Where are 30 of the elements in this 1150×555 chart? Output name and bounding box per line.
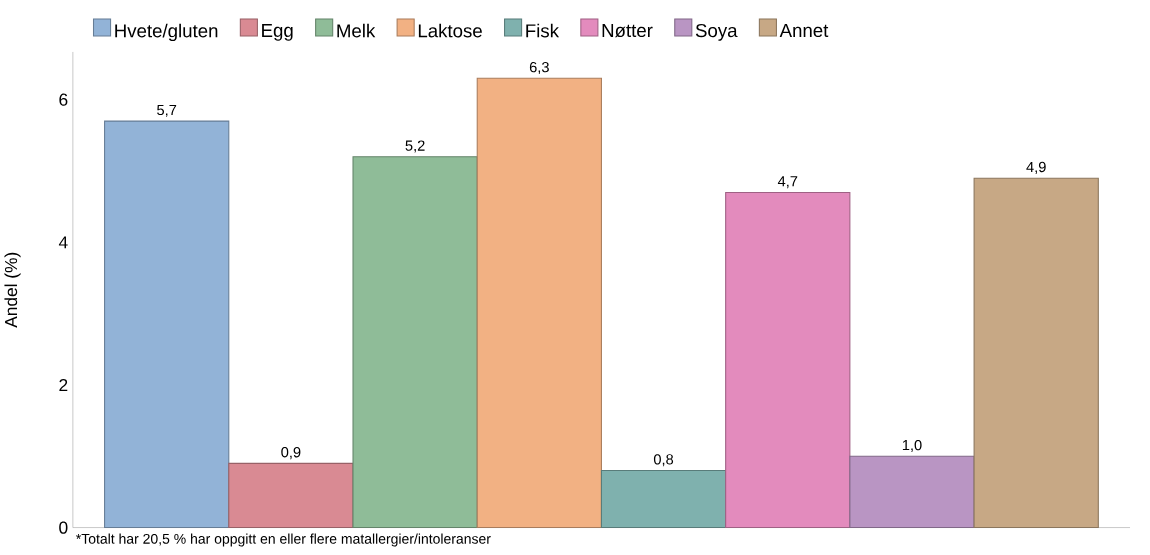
bar [476, 78, 602, 529]
legend-label: Laktose [418, 23, 482, 38]
bar [849, 455, 975, 529]
legend-label: Nøtter [602, 24, 653, 38]
y-tick-label: 6 [59, 93, 68, 107]
data-label: 0,9 [281, 447, 301, 460]
data-label: 0,8 [653, 454, 674, 467]
data-label: 5,7 [157, 105, 177, 118]
data-label: 4,7 [777, 176, 798, 189]
data-label: 4,9 [1026, 162, 1046, 175]
legend-label: Soya [695, 24, 738, 42]
data-label: 5,2 [405, 140, 425, 153]
legend-label: Hvete/gluten [115, 23, 218, 42]
data-label: 1,0 [902, 440, 922, 453]
bar [973, 177, 1099, 529]
bar [104, 120, 230, 529]
legend-label: Annet [779, 24, 829, 38]
bar [725, 192, 851, 529]
legend-label: Fisk [526, 23, 560, 38]
text: *Totalt har 20,5 % har oppgitt en eller flere matallergier/intoleranser [76, 533, 491, 547]
bar [352, 156, 478, 529]
y-tick-label: 2 [59, 379, 68, 392]
data-label: 6,3 [529, 62, 549, 75]
y-tick-label: 4 [58, 236, 68, 249]
legend-label: Melk [337, 23, 376, 38]
y-axis-title: Andel (%) [4, 253, 21, 328]
bar [228, 463, 354, 529]
bar [600, 470, 727, 529]
y-tick-label: 0 [59, 521, 68, 534]
legend-label: Egg [262, 24, 293, 41]
